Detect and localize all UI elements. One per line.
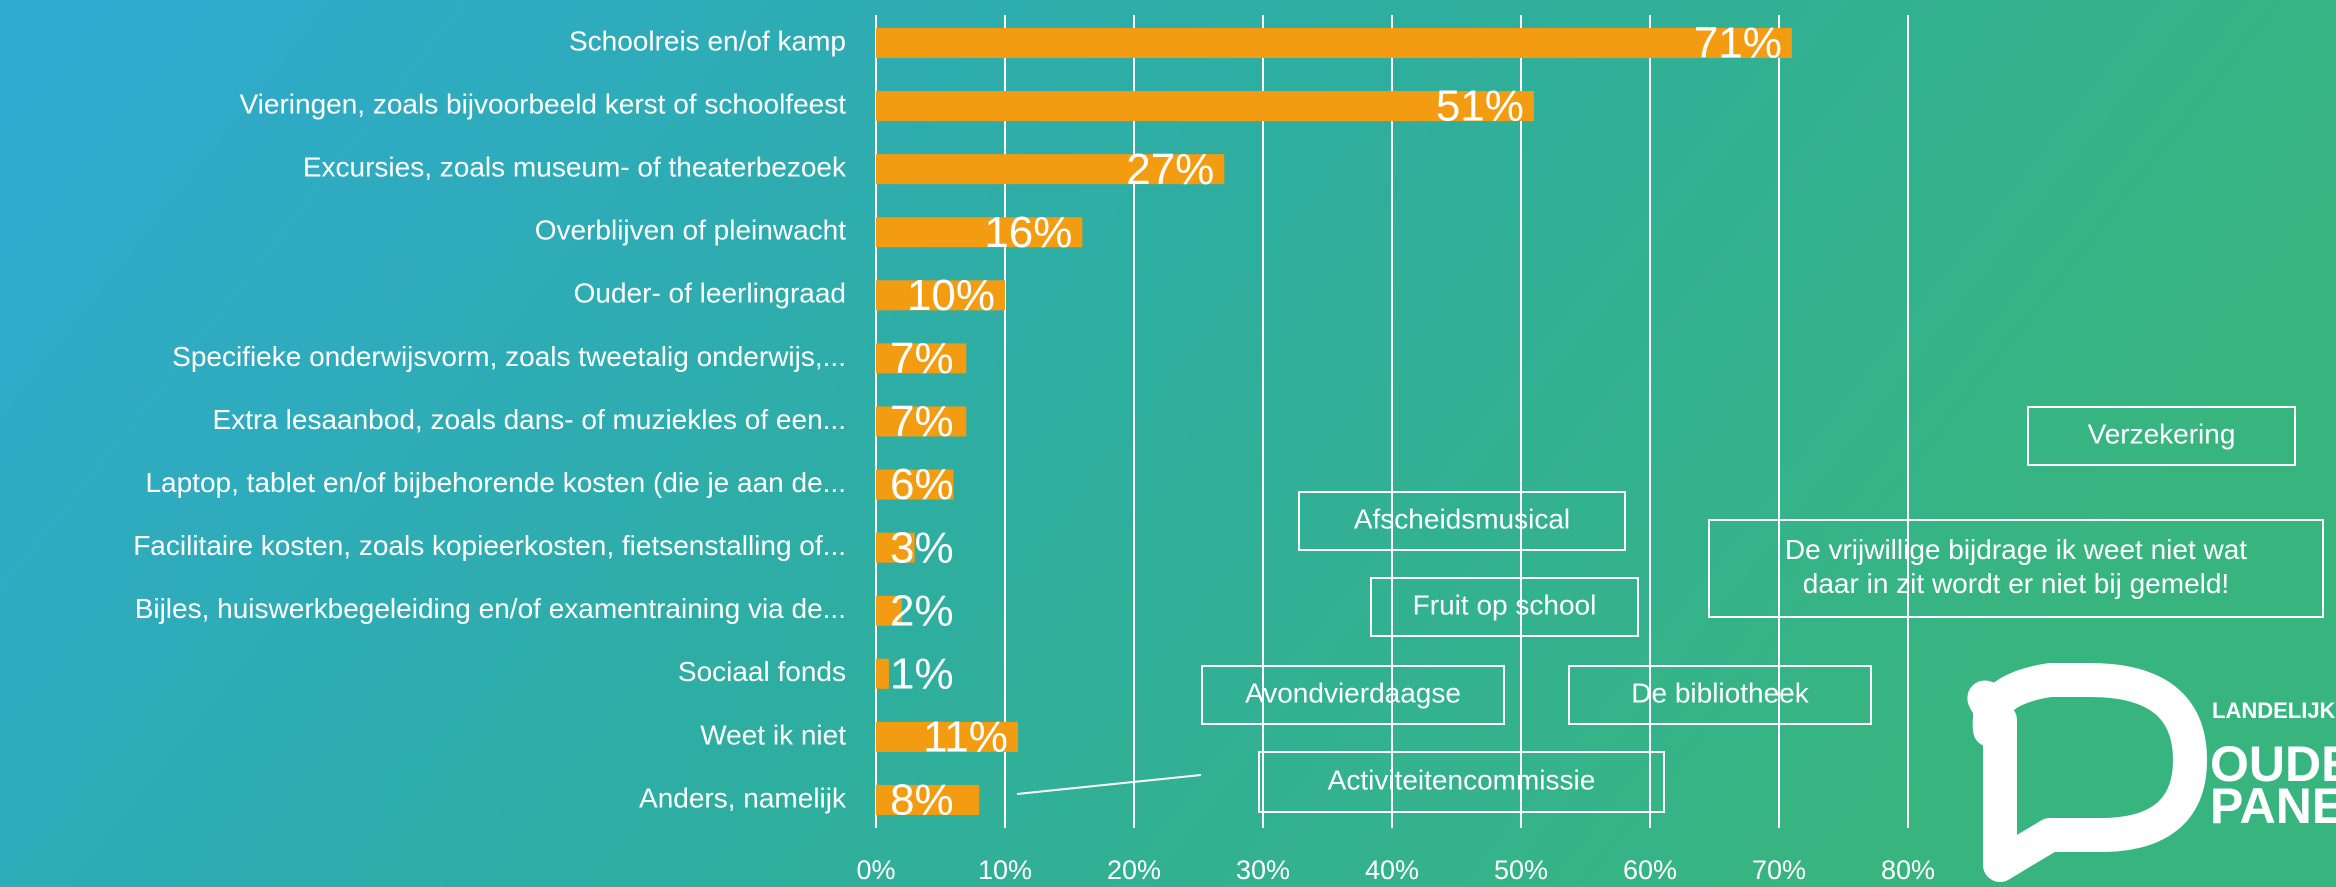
x-tick-label: 0% (856, 855, 895, 885)
value-label: 16% (984, 208, 1072, 257)
value-label: 7% (890, 397, 954, 446)
x-tick-label: 20% (1107, 855, 1161, 885)
value-label: 2% (890, 586, 954, 635)
y-tick-label: Vieringen, zoals bijvoorbeeld kerst of s… (240, 88, 847, 119)
y-tick-label: Schoolreis en/of kamp (569, 25, 846, 56)
value-label: 1% (890, 649, 954, 698)
logo-text: PANE (2210, 778, 2336, 834)
y-tick-label: Specifieke onderwijsvorm, zoals tweetali… (172, 341, 846, 372)
annotation: Verzekering (2088, 418, 2236, 449)
y-tick-label: Sociaal fonds (678, 656, 846, 687)
y-tick-label: Ouder- of leerlingraad (574, 278, 846, 309)
chart: LANDELIJK OUDE PANE 0%10%20%30%40%50%60%… (0, 0, 2336, 887)
annotation: De bibliotheek (1631, 677, 1809, 708)
y-tick-label: Extra lesaanbod, zoals dans- of muziekle… (213, 404, 846, 435)
value-label: 8% (890, 776, 954, 825)
annotation: Avondvierdaagse (1245, 677, 1461, 708)
logo-text: LANDELIJK (2212, 698, 2336, 723)
value-label: 51% (1436, 82, 1524, 131)
annotation: Afscheidsmusical (1354, 503, 1570, 534)
y-tick-label: Anders, namelijk (639, 782, 847, 813)
value-label: 27% (1126, 145, 1214, 194)
value-label: 10% (907, 271, 995, 320)
bar (876, 28, 1792, 58)
x-tick-label: 70% (1752, 855, 1806, 885)
x-tick-label: 60% (1623, 855, 1677, 885)
y-tick-label: Laptop, tablet en/of bijbehorende kosten… (145, 467, 846, 498)
x-tick-label: 40% (1365, 855, 1419, 885)
y-tick-label: Excursies, zoals museum- of theaterbezoe… (303, 152, 847, 183)
bar (876, 659, 889, 689)
x-tick-label: 50% (1494, 855, 1548, 885)
y-tick-label: Facilitaire kosten, zoals kopieerkosten,… (133, 530, 846, 561)
annotation: Activiteitencommissie (1328, 764, 1596, 795)
value-label: 71% (1694, 19, 1782, 68)
value-label: 3% (890, 523, 954, 572)
value-label: 11% (923, 713, 1008, 762)
value-label: 7% (890, 334, 954, 383)
annotation: daar in zit wordt er niet bij gemeld! (1803, 568, 2229, 599)
x-tick-label: 10% (978, 855, 1032, 885)
value-label: 6% (890, 460, 954, 509)
x-tick-label: 30% (1236, 855, 1290, 885)
annotation: Fruit op school (1413, 589, 1597, 620)
x-tick-label: 80% (1881, 855, 1935, 885)
y-tick-label: Weet ik niet (700, 719, 846, 750)
annotation: De vrijwillige bijdrage ik weet niet wat (1785, 534, 2247, 565)
y-tick-label: Bijles, huiswerkbegeleiding en/of examen… (135, 593, 846, 624)
y-tick-label: Overblijven of pleinwacht (535, 215, 846, 246)
